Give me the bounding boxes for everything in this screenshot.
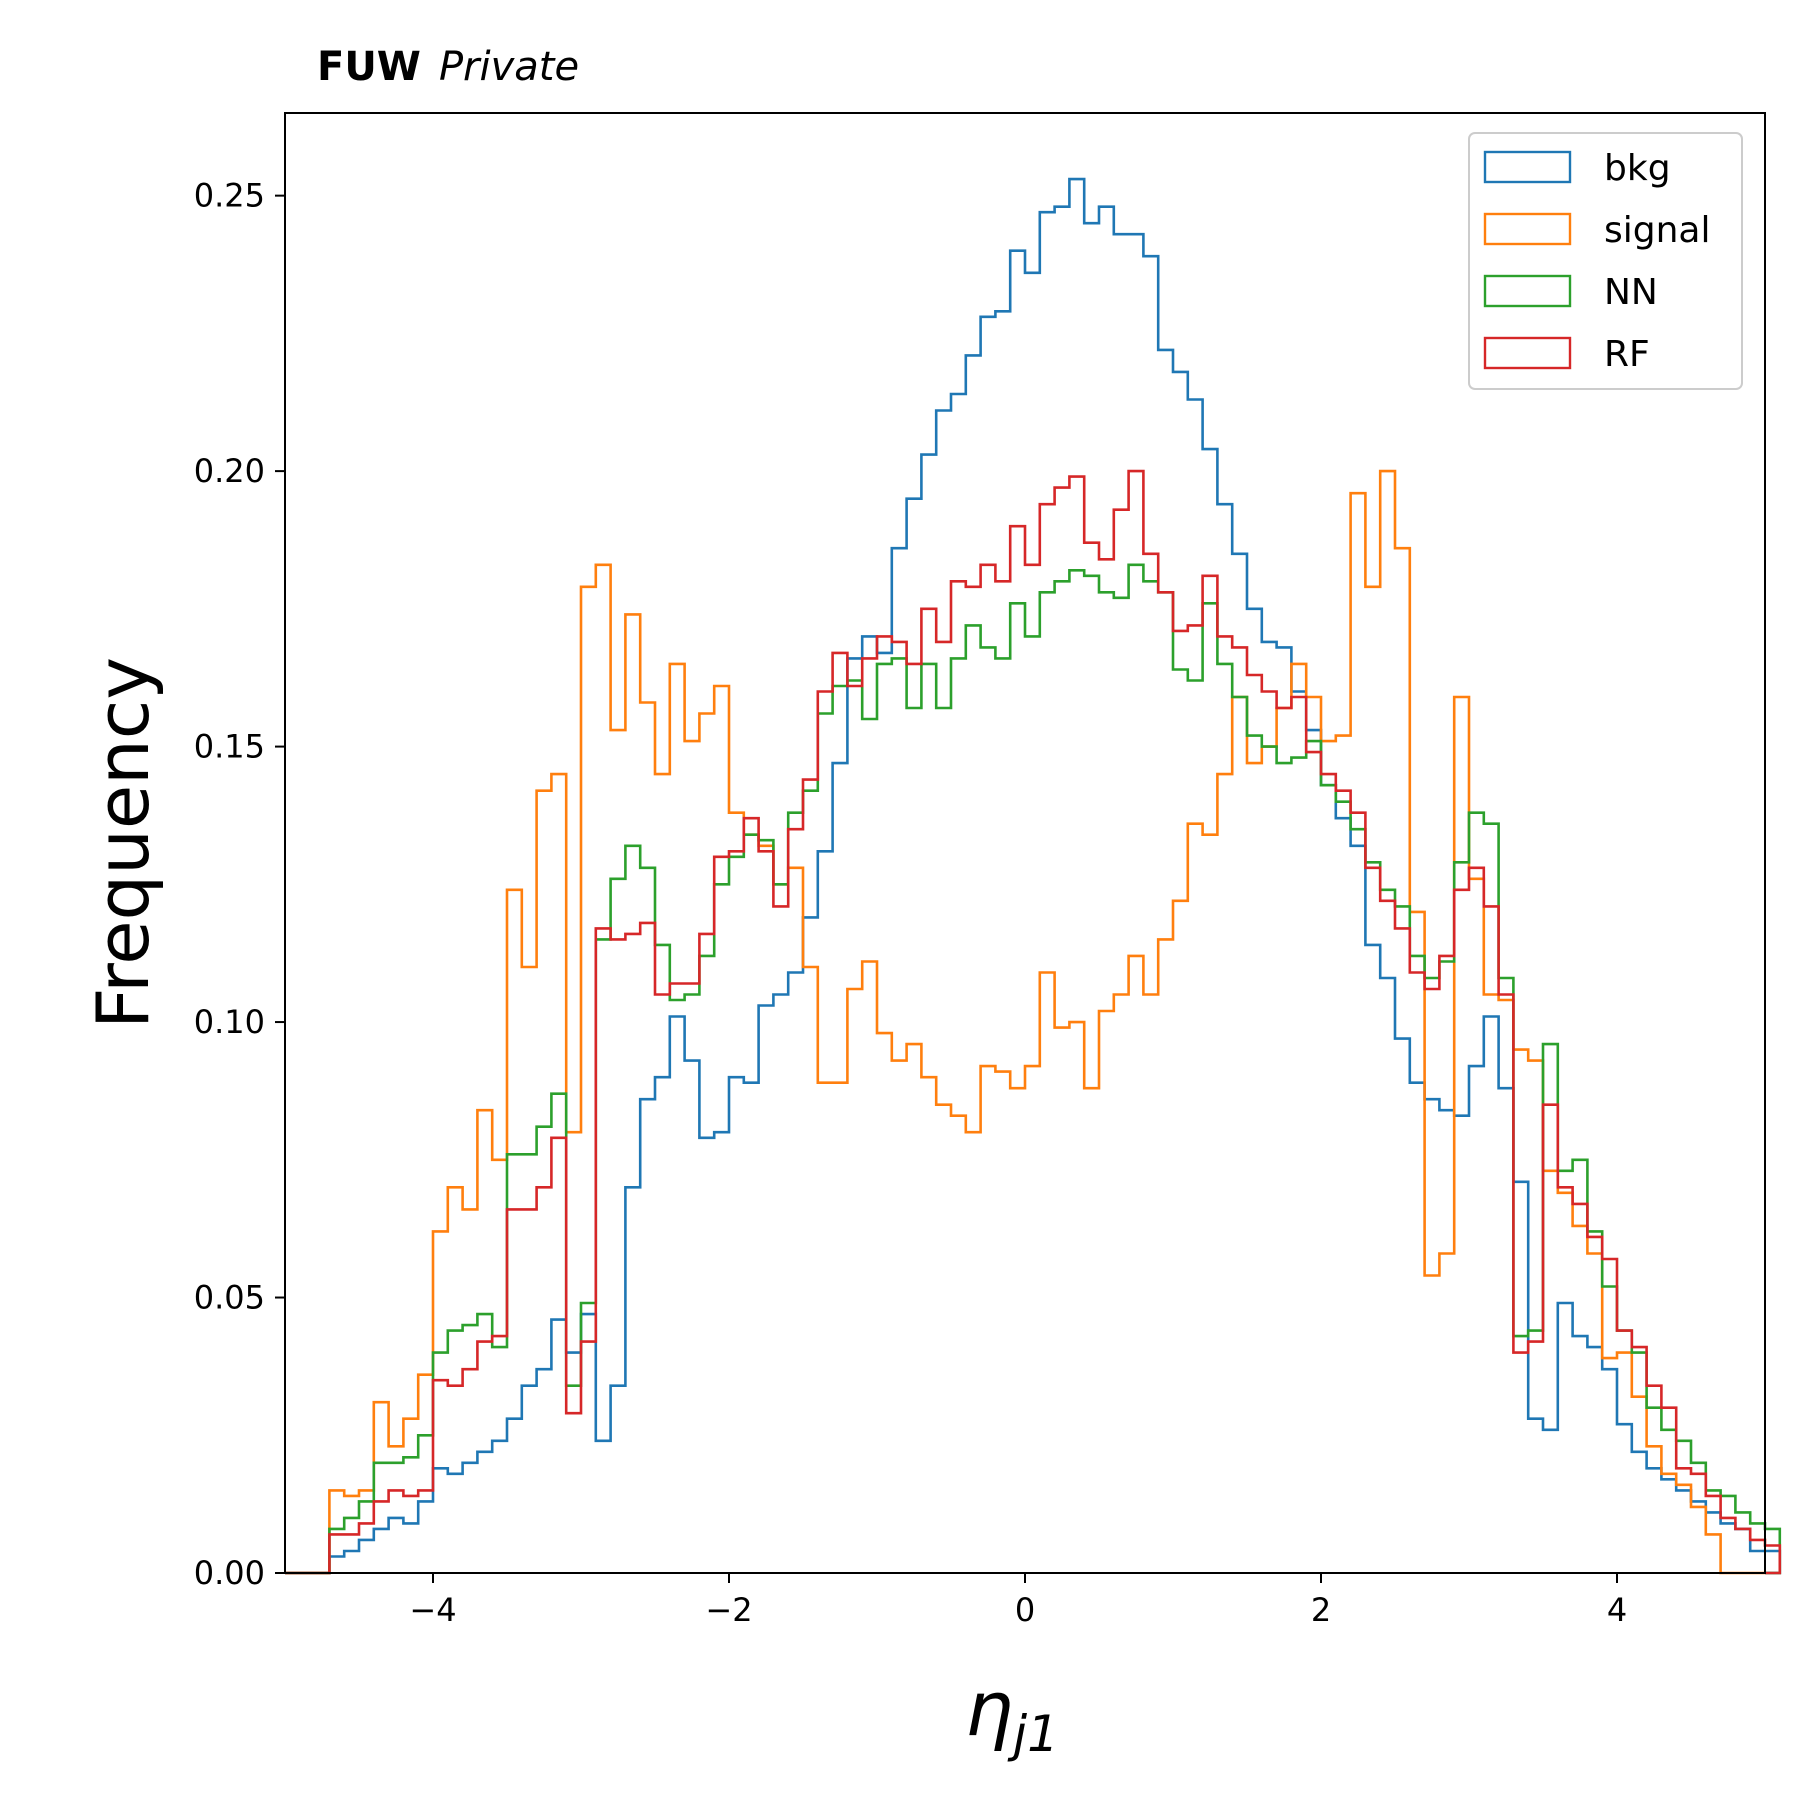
status-label: Private [439, 44, 579, 90]
series-bkg-line [285, 177, 1782, 1575]
x-tick-label: −4 [409, 1591, 456, 1629]
series-rf-line [285, 469, 1782, 1575]
legend-swatch-rf [1483, 336, 1572, 370]
legend-label-rf: RF [1604, 334, 1650, 375]
series-signal-line [285, 469, 1765, 1575]
x-tick-label: 0 [1015, 1591, 1035, 1629]
experiment-label: FUW [317, 44, 421, 90]
y-tick-label: 0.20 [194, 452, 265, 490]
svg-text:FUW Private: FUW Private [317, 44, 579, 90]
legend-swatch-nn [1483, 274, 1572, 308]
x-axis-ticks: −4 −2 0 2 4 [409, 1573, 1627, 1629]
legend-box [1468, 132, 1743, 390]
y-tick-label: 0.25 [194, 177, 265, 215]
y-tick-label: 0.10 [194, 1003, 265, 1041]
y-axis-ticks: 0.00 0.05 0.10 0.15 0.20 0.25 [194, 177, 285, 1592]
series-group [285, 177, 1782, 1575]
series-nn-line [285, 563, 1782, 1575]
y-axis-label: Frequency [81, 657, 165, 1029]
legend-label-bkg: bkg [1604, 148, 1671, 189]
legend-swatch-bkg [1483, 150, 1572, 184]
y-tick-label: 0.00 [194, 1554, 265, 1592]
legend-label-nn: NN [1604, 272, 1658, 313]
x-tick-label: −2 [705, 1591, 752, 1629]
y-tick-label: 0.15 [194, 728, 265, 766]
x-tick-label: 2 [1311, 1591, 1331, 1629]
x-axis-label: ηj1 [965, 1664, 1059, 1763]
legend-swatch-signal [1483, 212, 1572, 246]
y-tick-label: 0.05 [194, 1279, 265, 1317]
x-tick-label: 4 [1607, 1591, 1627, 1629]
legend-label-signal: signal [1604, 210, 1711, 251]
legend: bkg signal NN RF [1468, 132, 1743, 390]
